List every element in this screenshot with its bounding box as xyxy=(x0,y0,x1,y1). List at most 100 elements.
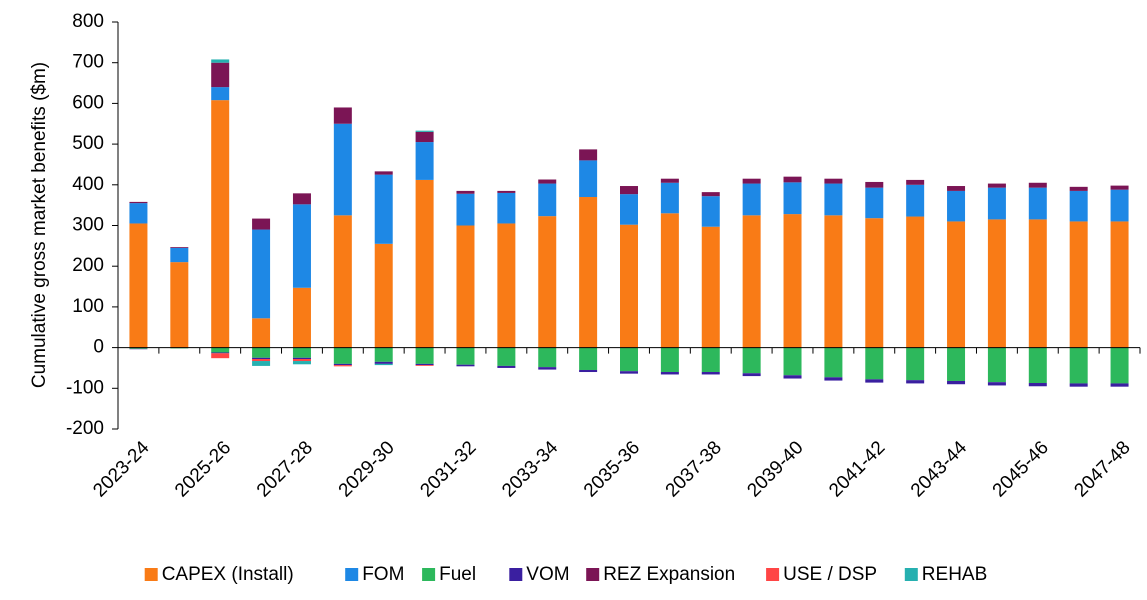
bar-segment xyxy=(538,348,556,368)
y-tick-label: 200 xyxy=(72,255,104,276)
x-tick-label: 2041-42 xyxy=(825,437,889,501)
bar-segment xyxy=(252,358,270,359)
bar-segment xyxy=(456,191,474,194)
bar-segment xyxy=(334,215,352,347)
bar-segment xyxy=(252,348,270,358)
bar-segment xyxy=(375,364,393,365)
bar-segment xyxy=(1029,348,1047,383)
bar-segment xyxy=(743,179,761,184)
bar-segment xyxy=(988,382,1006,385)
bar-segment xyxy=(579,197,597,348)
bar-segment xyxy=(947,186,965,191)
bar-segment xyxy=(824,179,842,184)
bar-segment xyxy=(375,244,393,348)
bar-segment xyxy=(334,348,352,364)
bar-segment xyxy=(211,348,229,353)
bar-segment xyxy=(211,59,229,62)
bar-segment xyxy=(947,381,965,384)
bar-segment xyxy=(702,192,720,196)
bar-segment xyxy=(702,348,720,372)
bar-segment xyxy=(661,372,679,374)
bar-segment xyxy=(579,149,597,160)
bar-segment xyxy=(661,213,679,347)
bar-segment xyxy=(620,225,638,348)
bar-segment xyxy=(334,107,352,123)
legend-label: VOM xyxy=(526,564,569,585)
bar-segment xyxy=(211,63,229,87)
bar-segment xyxy=(988,188,1006,220)
bar-segment xyxy=(293,361,311,364)
bar-segment xyxy=(865,348,883,380)
bar-segment xyxy=(1070,191,1088,222)
bar-segment xyxy=(1029,219,1047,347)
bar-segment xyxy=(538,180,556,184)
bar-segment xyxy=(865,379,883,382)
legend-label: REHAB xyxy=(922,564,987,585)
bar-segment xyxy=(211,353,229,358)
legend-label: Fuel xyxy=(439,564,476,585)
bar-segment xyxy=(1029,188,1047,220)
bar-segment xyxy=(1111,190,1129,222)
bar-segment xyxy=(129,223,147,347)
legend-swatch xyxy=(586,568,599,581)
bar-segment xyxy=(620,194,638,225)
bar-segment xyxy=(661,183,679,214)
bar-segment xyxy=(252,219,270,230)
bar-segment xyxy=(743,184,761,216)
bar-segment xyxy=(743,215,761,347)
bar-segment xyxy=(252,359,270,361)
bar-segment xyxy=(906,348,924,381)
bar-segment xyxy=(620,348,638,372)
bar-segment xyxy=(579,370,597,372)
bar-segment xyxy=(824,348,842,378)
bar-segment xyxy=(906,217,924,348)
bar-segment xyxy=(252,318,270,347)
bar-segment xyxy=(497,191,515,193)
bar-segment xyxy=(1070,187,1088,191)
bar-segment xyxy=(661,179,679,183)
y-tick-label: 400 xyxy=(72,174,104,195)
bar-segment xyxy=(579,160,597,197)
bar-segment xyxy=(538,184,556,217)
bar-segment xyxy=(538,216,556,347)
bar-segment xyxy=(702,227,720,348)
bar-segment xyxy=(456,365,474,367)
x-tick-label: 2039-40 xyxy=(743,437,807,501)
y-tick-label: 700 xyxy=(72,52,104,73)
legend-label: CAPEX (Install) xyxy=(162,564,294,585)
bar-segment xyxy=(1029,383,1047,386)
bar-segment xyxy=(620,186,638,194)
bar-segment xyxy=(375,171,393,174)
bar-segment xyxy=(170,262,188,347)
bar-segment xyxy=(211,87,229,100)
bar-segment xyxy=(1111,348,1129,384)
bar-segment xyxy=(334,124,352,216)
bar-segment xyxy=(456,194,474,226)
bar-segment xyxy=(824,215,842,347)
bar-segment xyxy=(497,348,515,366)
bar-segment xyxy=(947,221,965,347)
bar-segment xyxy=(129,202,147,203)
y-tick-label: -200 xyxy=(66,418,104,439)
bar-segment xyxy=(1029,183,1047,188)
y-tick-label: 800 xyxy=(72,11,104,32)
legend-label: FOM xyxy=(362,564,404,585)
bar-segment xyxy=(375,175,393,244)
bar-segment xyxy=(661,348,679,372)
bar-segment xyxy=(743,373,761,376)
bar-segment xyxy=(416,364,434,365)
bar-segment xyxy=(988,184,1006,188)
x-tick-label: 2047-48 xyxy=(1070,437,1134,501)
bar-segment xyxy=(743,348,761,374)
bar-segment xyxy=(620,371,638,373)
bar-segment xyxy=(334,364,352,365)
bar-segment xyxy=(416,348,434,364)
x-tick-label: 2023-24 xyxy=(89,437,153,501)
y-tick-label: -100 xyxy=(66,377,104,398)
bar-segment xyxy=(252,361,270,366)
x-tick-label: 2035-36 xyxy=(580,437,644,501)
bar-segment xyxy=(293,288,311,348)
bar-segment xyxy=(293,348,311,358)
y-tick-label: 500 xyxy=(72,133,104,154)
y-axis-title: Cumulative gross market benefits ($m) xyxy=(29,62,50,388)
